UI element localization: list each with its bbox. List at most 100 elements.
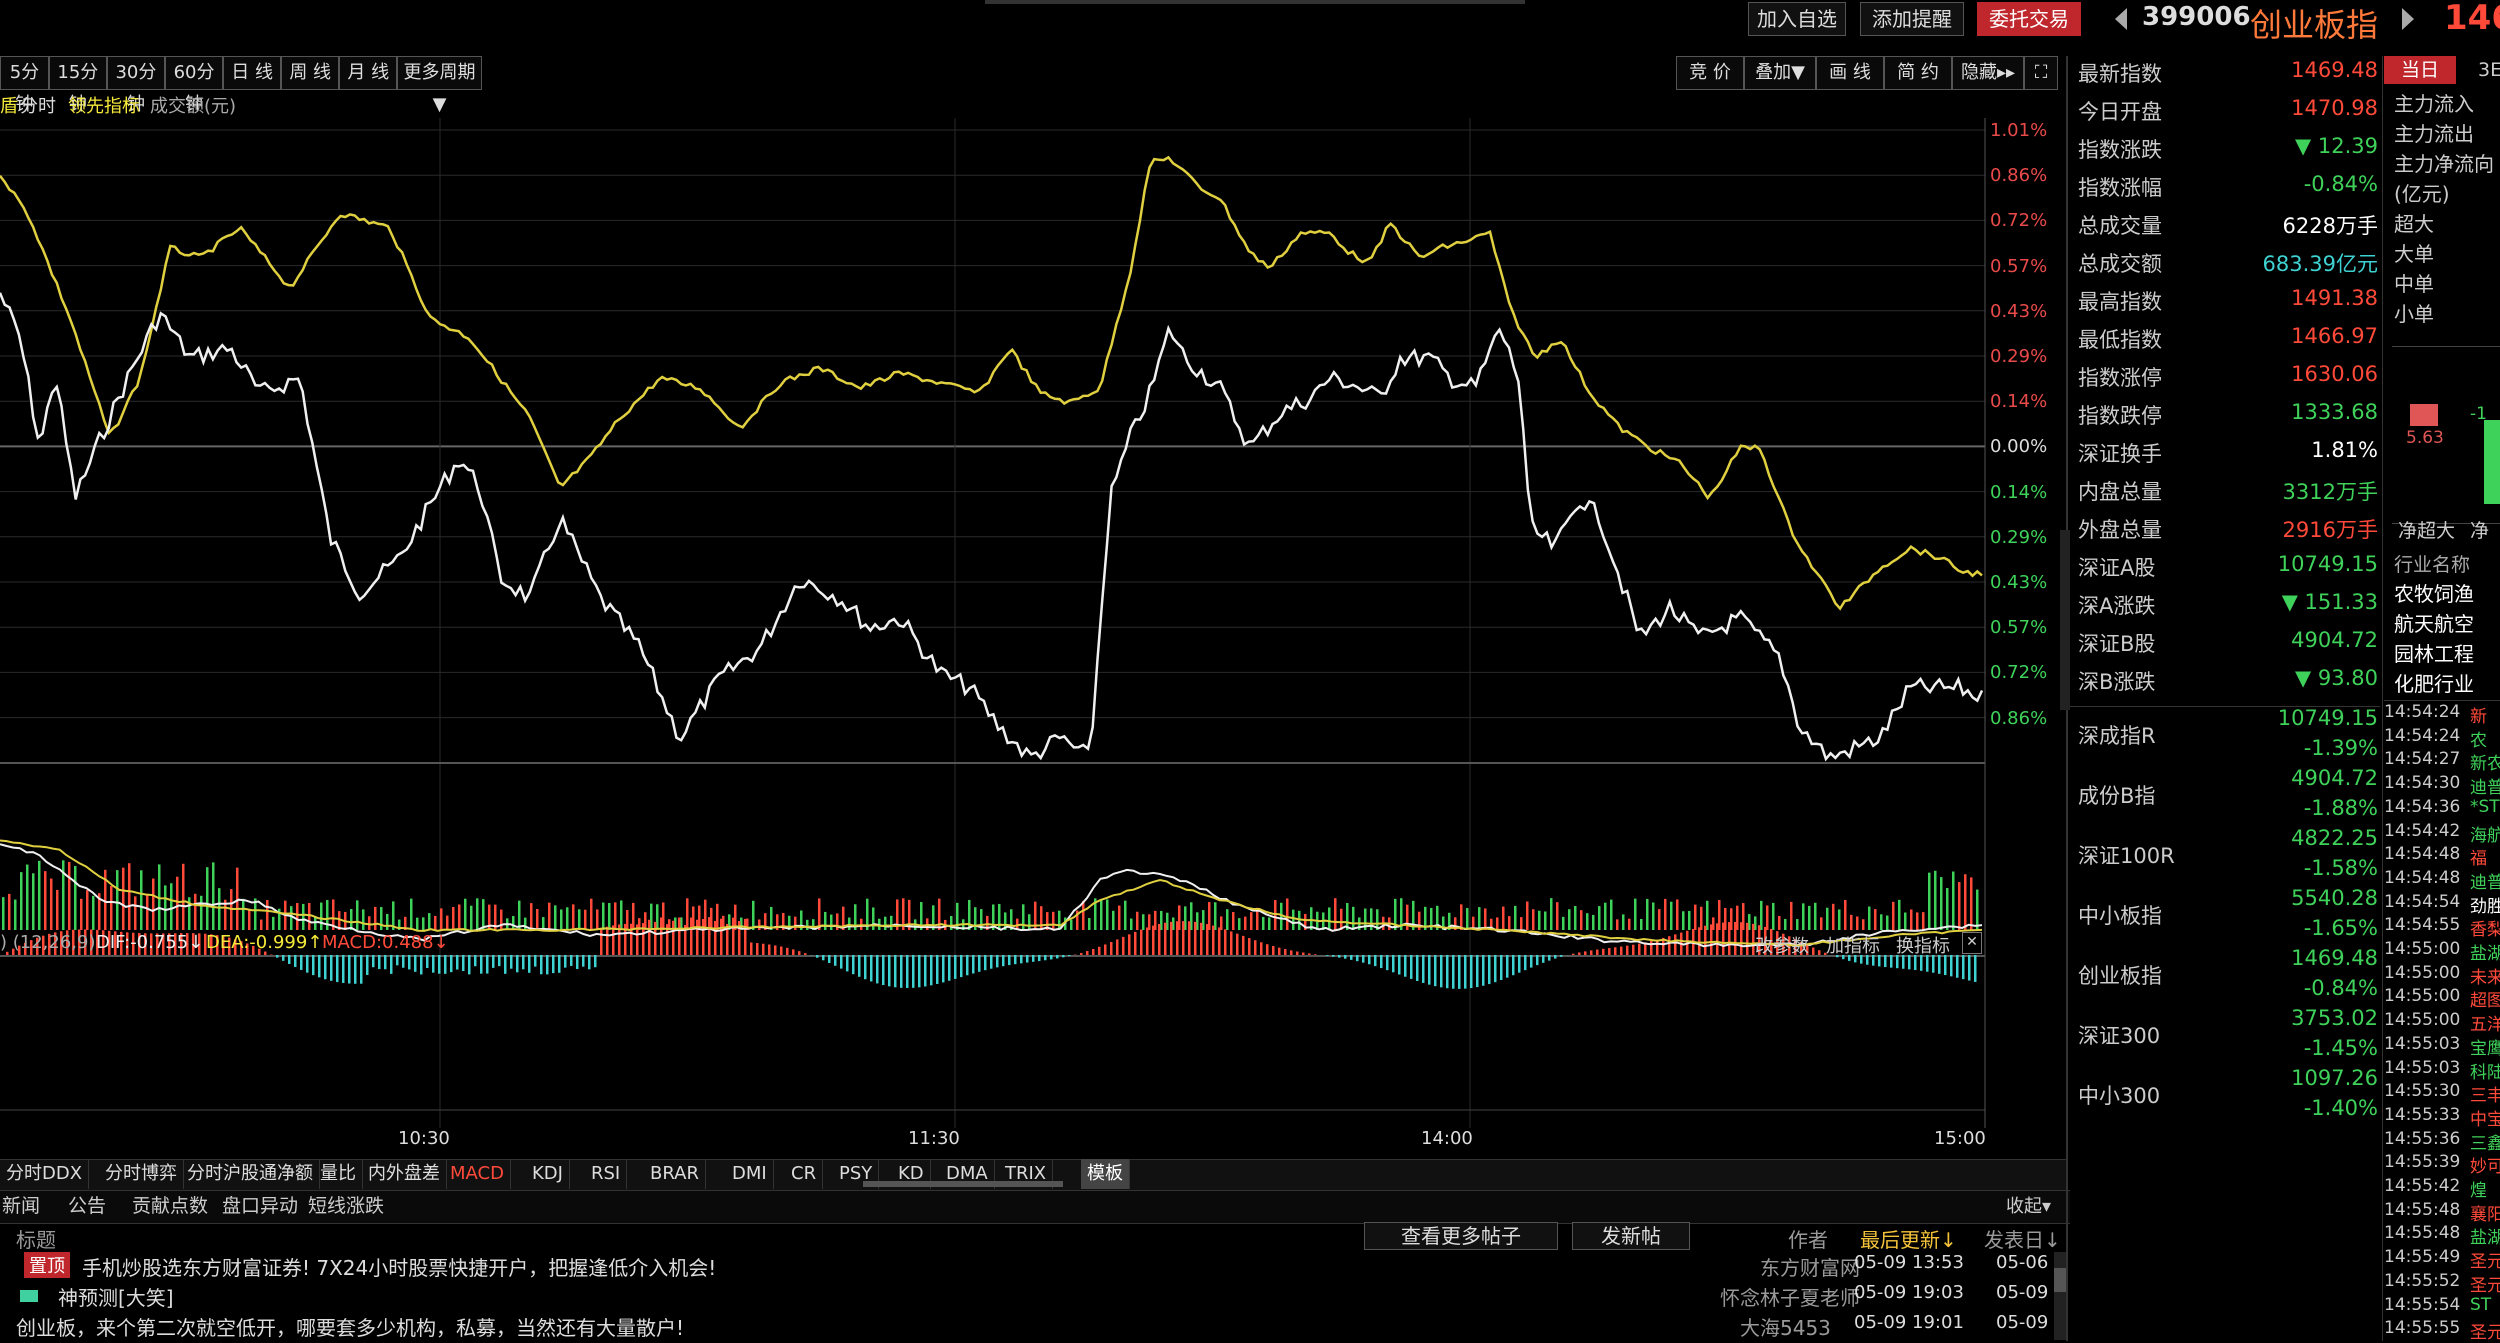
indicator-tab[interactable]: 量比 [314, 1159, 363, 1189]
macd-bar [432, 955, 435, 973]
volume-bar [1808, 906, 1811, 930]
macd-params-button[interactable]: 改参数 [1755, 932, 1809, 958]
news-tab[interactable]: 短线涨跌 [308, 1190, 384, 1222]
post-title[interactable]: 神预测[大笑] [58, 1282, 174, 1311]
tab-today[interactable]: 当日 [2384, 56, 2456, 84]
timeshare-label[interactable]: 分时 [20, 92, 56, 118]
more-posts-button[interactable]: 查看更多帖子 [1364, 1222, 1558, 1250]
close-icon[interactable]: ✕ [1962, 932, 1982, 954]
indicator-tab[interactable]: KDJ [526, 1159, 570, 1189]
macd-bar [1716, 923, 1719, 955]
volume-bar [464, 899, 467, 930]
macd-bar [1326, 955, 1329, 956]
tab-3[interactable]: 3E [2478, 56, 2500, 84]
chart-tool-2[interactable]: 画 线 [1816, 56, 1884, 90]
quote-row: 深B涨跌▼ 93.80 [2078, 666, 2378, 696]
macd-bar [414, 955, 417, 972]
news-tab[interactable]: 贡献点数 [132, 1190, 208, 1222]
volume-bar [1130, 919, 1133, 930]
indicator-tab[interactable]: 分时博弈 [99, 1159, 184, 1189]
indicator-tab[interactable]: 分时沪股通净额 [181, 1159, 320, 1189]
chart-tool-1[interactable]: 叠加▼ [1744, 56, 1816, 90]
volume-bar [1100, 900, 1103, 930]
add-watchlist-button[interactable]: 加入自选 [1748, 2, 1846, 36]
macd-bar [1122, 937, 1125, 955]
post-title[interactable]: 手机炒股选东方财富证券! 7X24小时股票快捷开户，把握逢低介入机会! [82, 1252, 716, 1281]
news-tab[interactable]: 新闻 [2, 1190, 40, 1222]
scroll-handle[interactable] [863, 1181, 1063, 1187]
switch-indicator-button[interactable]: 换指标 [1896, 932, 1950, 958]
news-tab[interactable]: 公告 [68, 1190, 106, 1222]
macd-bar [492, 955, 495, 968]
macd-bar [1230, 931, 1233, 955]
add-indicator-button[interactable]: 加指标 [1826, 932, 1880, 958]
volume-bar [236, 868, 239, 930]
tick-name: 中宝 [2470, 1105, 2500, 1130]
forum-col-updated[interactable]: 最后更新↓ [1860, 1224, 1957, 1253]
macd-bar [516, 955, 519, 972]
period-4[interactable]: 日 线 [223, 56, 281, 90]
post-title[interactable]: 创业板，来个第二次就空低开，哪要套多少机构，私募，当然还有大量散户! [16, 1312, 684, 1341]
chart-tool-4[interactable]: 隐藏▸▸ [1952, 56, 2024, 90]
add-alert-button[interactable]: 添加提醒 [1860, 2, 1964, 36]
tick-name: 新农 [2470, 749, 2500, 774]
leading-indicator-label[interactable]: 领先指标 [68, 92, 140, 118]
post-author[interactable]: 怀念林子夏老师 [1720, 1282, 1860, 1311]
indicator-tab[interactable]: 分时DDX [0, 1159, 89, 1189]
indicator-tab[interactable]: DMI [726, 1159, 774, 1189]
industry-item[interactable]: 化肥行业 [2394, 668, 2474, 697]
chart-tool-3[interactable]: 简 约 [1884, 56, 1952, 90]
forum-scrollbar[interactable] [2054, 1252, 2066, 1340]
volume-bar [248, 909, 251, 930]
period-3[interactable]: 60分钟 [165, 56, 223, 90]
tick-name: 劲胜 [2470, 892, 2500, 917]
news-tab[interactable]: 盘口异动 [222, 1190, 298, 1222]
period-6[interactable]: 月 线 [339, 56, 397, 90]
trade-button[interactable]: 委托交易 [1977, 2, 2081, 36]
forum-col-title: 标题 [16, 1224, 56, 1253]
chart-tool-0[interactable]: 竞 价 [1676, 56, 1744, 90]
macd-bar [1410, 955, 1413, 979]
forum-col-date[interactable]: 发表日↓ [1984, 1224, 2061, 1253]
index-change: -0.84% [2304, 976, 2378, 1000]
next-stock-icon[interactable] [2402, 8, 2414, 30]
fullscreen-icon[interactable]: ⛶ [2024, 56, 2058, 90]
industry-item[interactable]: 航天航空 [2394, 608, 2474, 637]
indicator-tab[interactable]: BRAR [644, 1159, 706, 1189]
volume-bar [1496, 917, 1499, 930]
macd-bar [1404, 955, 1407, 977]
flow-row-label: 超大 [2394, 208, 2434, 237]
new-post-button[interactable]: 发新帖 [1572, 1222, 1690, 1250]
subheader-left[interactable]: 盾 [0, 92, 18, 118]
industry-item[interactable]: 园林工程 [2394, 638, 2474, 667]
indicator-tab[interactable]: 内外盘差 [362, 1159, 447, 1189]
period-2[interactable]: 30分钟 [107, 56, 165, 90]
indicator-tab[interactable]: MACD [444, 1159, 511, 1189]
intraday-chart[interactable] [0, 118, 1990, 1128]
period-7[interactable]: 更多周期▼ [397, 56, 481, 90]
post-author[interactable]: 东方财富网 [1760, 1252, 1860, 1281]
macd-bar [942, 955, 945, 982]
macd-bar [348, 955, 351, 984]
volume-bar [1838, 909, 1841, 930]
period-5[interactable]: 周 线 [281, 56, 339, 90]
industry-item[interactable]: 农牧饲渔 [2394, 578, 2474, 607]
collapse-button[interactable]: 收起▾ [2006, 1192, 2051, 1218]
indicator-tab[interactable]: CR [785, 1159, 823, 1189]
indicator-tab[interactable]: 模板 [1081, 1159, 1130, 1189]
post-author[interactable]: 大海5453 [1740, 1312, 1831, 1341]
indicator-tab[interactable]: RSI [585, 1159, 627, 1189]
period-0[interactable]: 5分钟 [0, 56, 49, 90]
prev-stock-icon[interactable] [2115, 8, 2127, 30]
panel-collapse-handle[interactable] [2060, 530, 2070, 710]
period-1[interactable]: 15分钟 [49, 56, 107, 90]
